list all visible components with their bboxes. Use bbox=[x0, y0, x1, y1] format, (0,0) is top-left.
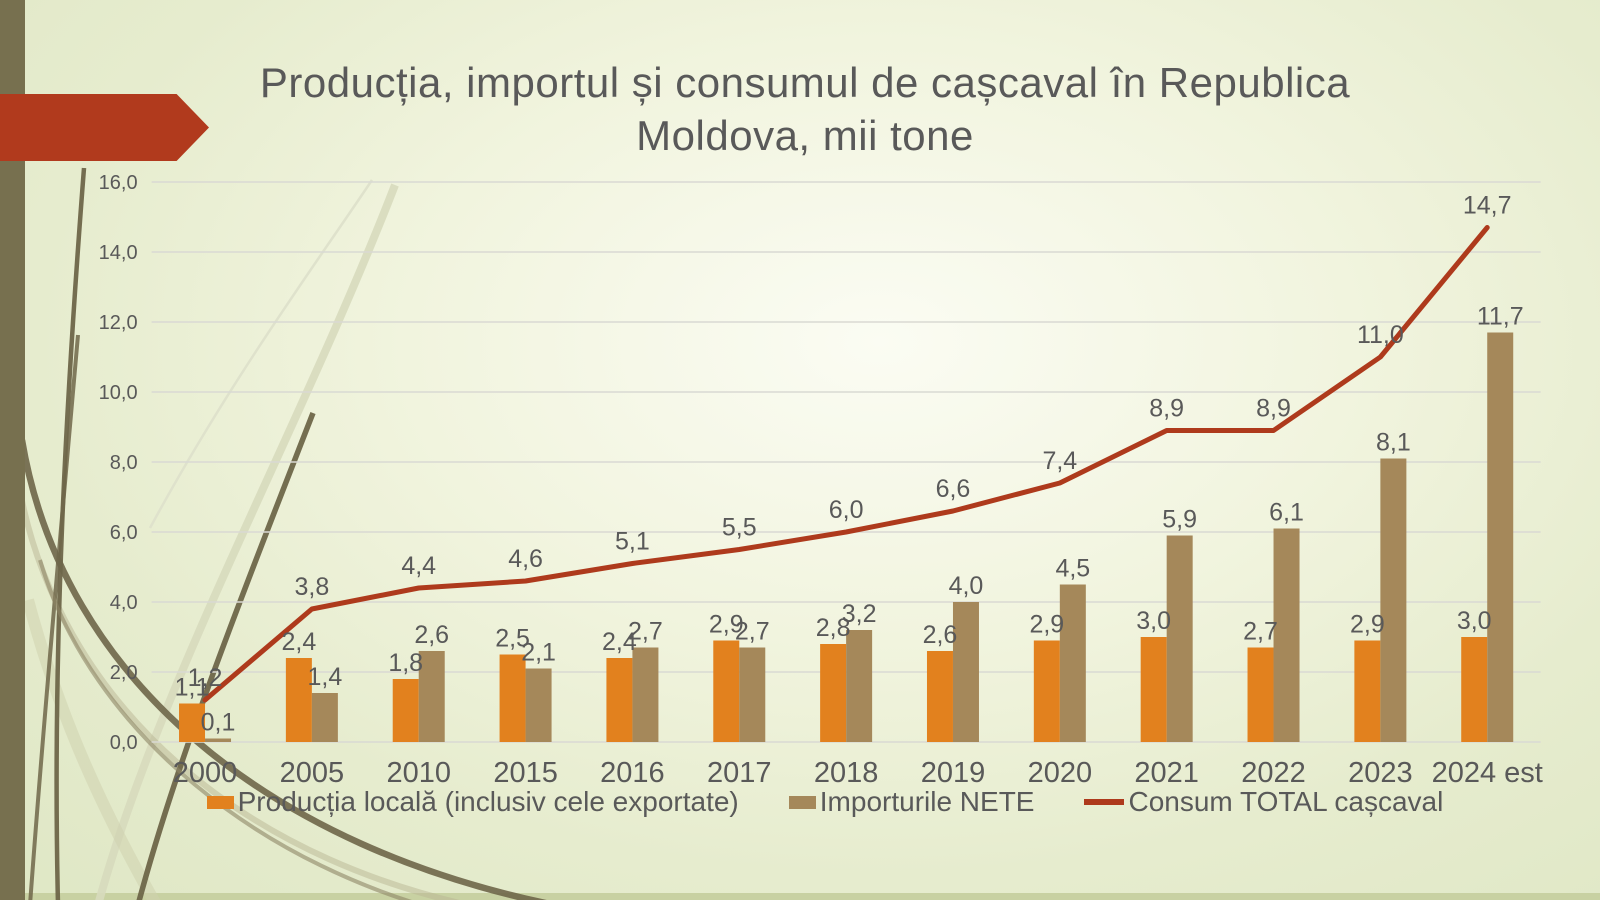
svg-text:5,5: 5,5 bbox=[722, 514, 757, 542]
legend-label-production: Producția locală (inclusiv cele exportat… bbox=[237, 786, 739, 817]
svg-text:1,8: 1,8 bbox=[388, 649, 423, 677]
svg-text:8,0: 8,0 bbox=[110, 452, 138, 474]
svg-text:2,7: 2,7 bbox=[628, 618, 663, 646]
svg-text:2019: 2019 bbox=[921, 757, 986, 789]
svg-text:0,0: 0,0 bbox=[110, 732, 138, 754]
svg-text:0,1: 0,1 bbox=[201, 709, 236, 737]
chart-legend: Producția locală (inclusiv cele exportat… bbox=[130, 782, 1520, 822]
svg-text:14,0: 14,0 bbox=[99, 242, 138, 264]
svg-text:2,9: 2,9 bbox=[1029, 611, 1064, 639]
svg-text:8,9: 8,9 bbox=[1256, 395, 1291, 423]
svg-text:4,6: 4,6 bbox=[508, 545, 543, 573]
svg-text:2,7: 2,7 bbox=[1243, 618, 1278, 646]
svg-text:8,1: 8,1 bbox=[1376, 429, 1411, 457]
svg-text:2,8: 2,8 bbox=[816, 614, 851, 642]
svg-text:4,5: 4,5 bbox=[1055, 555, 1090, 583]
svg-text:2,1: 2,1 bbox=[521, 639, 556, 667]
svg-text:1,2: 1,2 bbox=[188, 664, 223, 692]
svg-text:3,0: 3,0 bbox=[1457, 607, 1492, 635]
svg-text:2017: 2017 bbox=[707, 757, 772, 789]
svg-text:8,9: 8,9 bbox=[1149, 395, 1184, 423]
svg-text:3,2: 3,2 bbox=[842, 600, 877, 628]
svg-text:2,4: 2,4 bbox=[281, 628, 316, 656]
production-swatch-icon bbox=[206, 795, 234, 809]
svg-text:2,9: 2,9 bbox=[1350, 611, 1385, 639]
svg-text:11,0: 11,0 bbox=[1357, 321, 1404, 349]
legend-label-imports: Importurile NETE bbox=[819, 786, 1035, 817]
svg-text:2021: 2021 bbox=[1134, 757, 1199, 789]
bottom-accent-band bbox=[0, 893, 1600, 900]
legend-item-production: Producția locală (inclusiv cele exportat… bbox=[206, 786, 739, 818]
svg-text:2020: 2020 bbox=[1028, 757, 1093, 789]
y-axis-labels: 0,0 2,0 4,0 6,0 8,0 10,0 12,0 14,0 16,0 bbox=[99, 172, 138, 754]
svg-text:6,0: 6,0 bbox=[110, 522, 138, 544]
imports-swatch-icon bbox=[788, 795, 816, 809]
consumption-line-swatch-icon bbox=[1084, 799, 1125, 805]
svg-text:10,0: 10,0 bbox=[99, 382, 138, 404]
legend-item-consumption: Consum TOTAL cașcaval bbox=[1084, 786, 1443, 818]
svg-text:6,1: 6,1 bbox=[1269, 499, 1304, 527]
svg-text:2022: 2022 bbox=[1241, 757, 1306, 789]
svg-text:2,0: 2,0 bbox=[110, 662, 138, 684]
svg-text:11,7: 11,7 bbox=[1477, 303, 1524, 331]
svg-text:5,1: 5,1 bbox=[615, 528, 650, 556]
svg-text:2,9: 2,9 bbox=[709, 611, 744, 639]
svg-text:2,7: 2,7 bbox=[735, 618, 770, 646]
svg-text:7,4: 7,4 bbox=[1042, 447, 1077, 475]
slide-title: Producția, importul și consumul de cașca… bbox=[259, 59, 1351, 159]
svg-text:4,0: 4,0 bbox=[110, 592, 138, 614]
title-arrow-banner bbox=[0, 94, 209, 161]
svg-text:5,9: 5,9 bbox=[1162, 506, 1197, 534]
svg-text:2024 est: 2024 est bbox=[1432, 757, 1543, 789]
svg-text:2,6: 2,6 bbox=[414, 621, 449, 649]
svg-text:14,7: 14,7 bbox=[1463, 192, 1512, 220]
svg-text:3,8: 3,8 bbox=[294, 573, 329, 601]
svg-text:2016: 2016 bbox=[600, 757, 665, 789]
svg-text:2018: 2018 bbox=[814, 757, 879, 789]
legend-label-consumption: Consum TOTAL cașcaval bbox=[1128, 786, 1444, 817]
svg-text:6,6: 6,6 bbox=[936, 475, 971, 503]
svg-text:2,6: 2,6 bbox=[923, 621, 958, 649]
svg-text:2,4: 2,4 bbox=[602, 628, 637, 656]
svg-text:3,0: 3,0 bbox=[1136, 607, 1171, 635]
svg-text:16,0: 16,0 bbox=[99, 172, 138, 194]
svg-text:6,0: 6,0 bbox=[829, 496, 864, 524]
svg-text:2023: 2023 bbox=[1348, 757, 1413, 789]
legend-item-imports: Importurile NETE bbox=[788, 786, 1035, 818]
svg-text:4,0: 4,0 bbox=[949, 572, 984, 600]
svg-text:12,0: 12,0 bbox=[99, 312, 138, 334]
svg-text:1,4: 1,4 bbox=[307, 663, 342, 691]
svg-text:4,4: 4,4 bbox=[401, 552, 436, 580]
